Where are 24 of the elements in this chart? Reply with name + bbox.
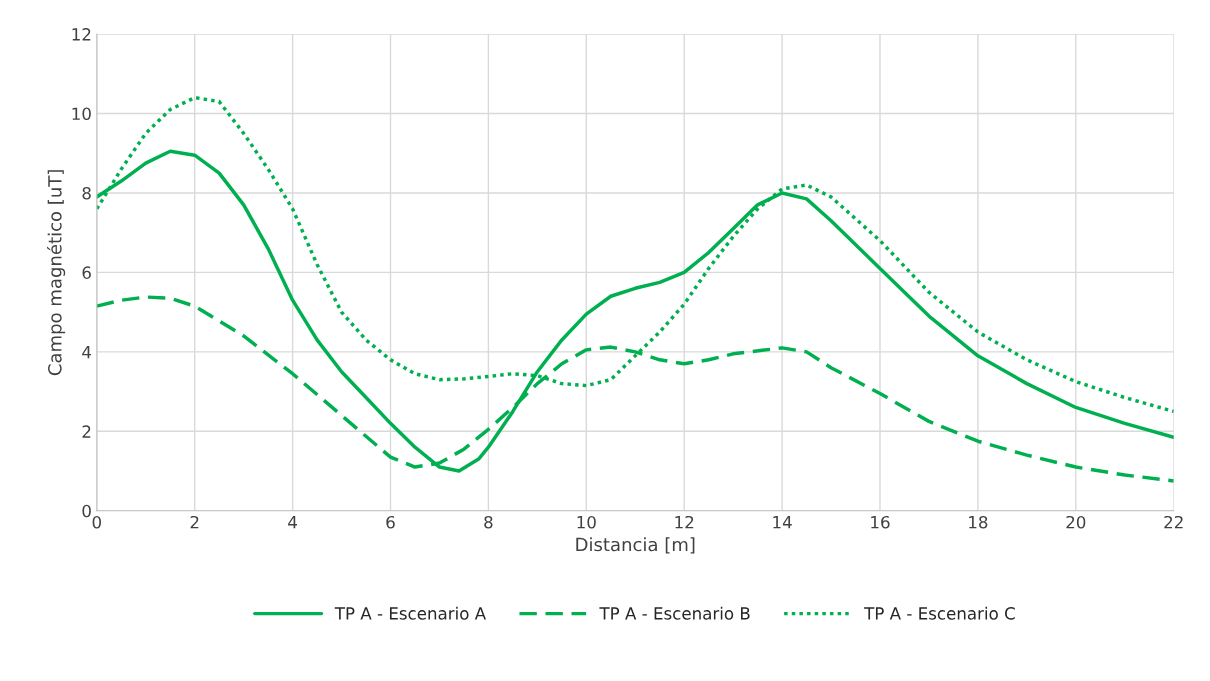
y-tick-label: 6 [82, 266, 91, 279]
x-tick-label: 12 [675, 515, 694, 529]
x-tick-label: 14 [773, 516, 792, 529]
legend-label: TP A - Escenario A [334, 606, 486, 620]
y-axis-title: Campo magnético [uT] [46, 170, 66, 376]
x-axis-title: Distancia [m] [576, 537, 695, 554]
x-tick-label: 4 [288, 516, 297, 529]
y-tick-label: 10 [72, 107, 91, 121]
x-tick-label: 0 [92, 515, 101, 529]
x-tick-label: 6 [386, 515, 395, 529]
x-tick-label: 8 [484, 515, 493, 529]
legend-label: TP A - Escenario B [599, 606, 750, 620]
y-tick-label: 4 [82, 346, 91, 359]
x-tick-label: 22 [1164, 515, 1183, 529]
y-tick-label: 8 [82, 186, 91, 200]
x-tick-label: 16 [871, 515, 890, 529]
y-tick-label: 12 [72, 28, 91, 41]
y-tick-label: 0 [82, 504, 91, 518]
y-tick-label: 2 [82, 425, 91, 438]
x-tick-label: 20 [1066, 515, 1086, 529]
x-tick-label: 18 [969, 515, 988, 529]
legend-label: TP A - Escenario C [864, 606, 1015, 620]
x-tick-label: 10 [577, 515, 596, 529]
x-tick-label: 2 [190, 515, 199, 529]
